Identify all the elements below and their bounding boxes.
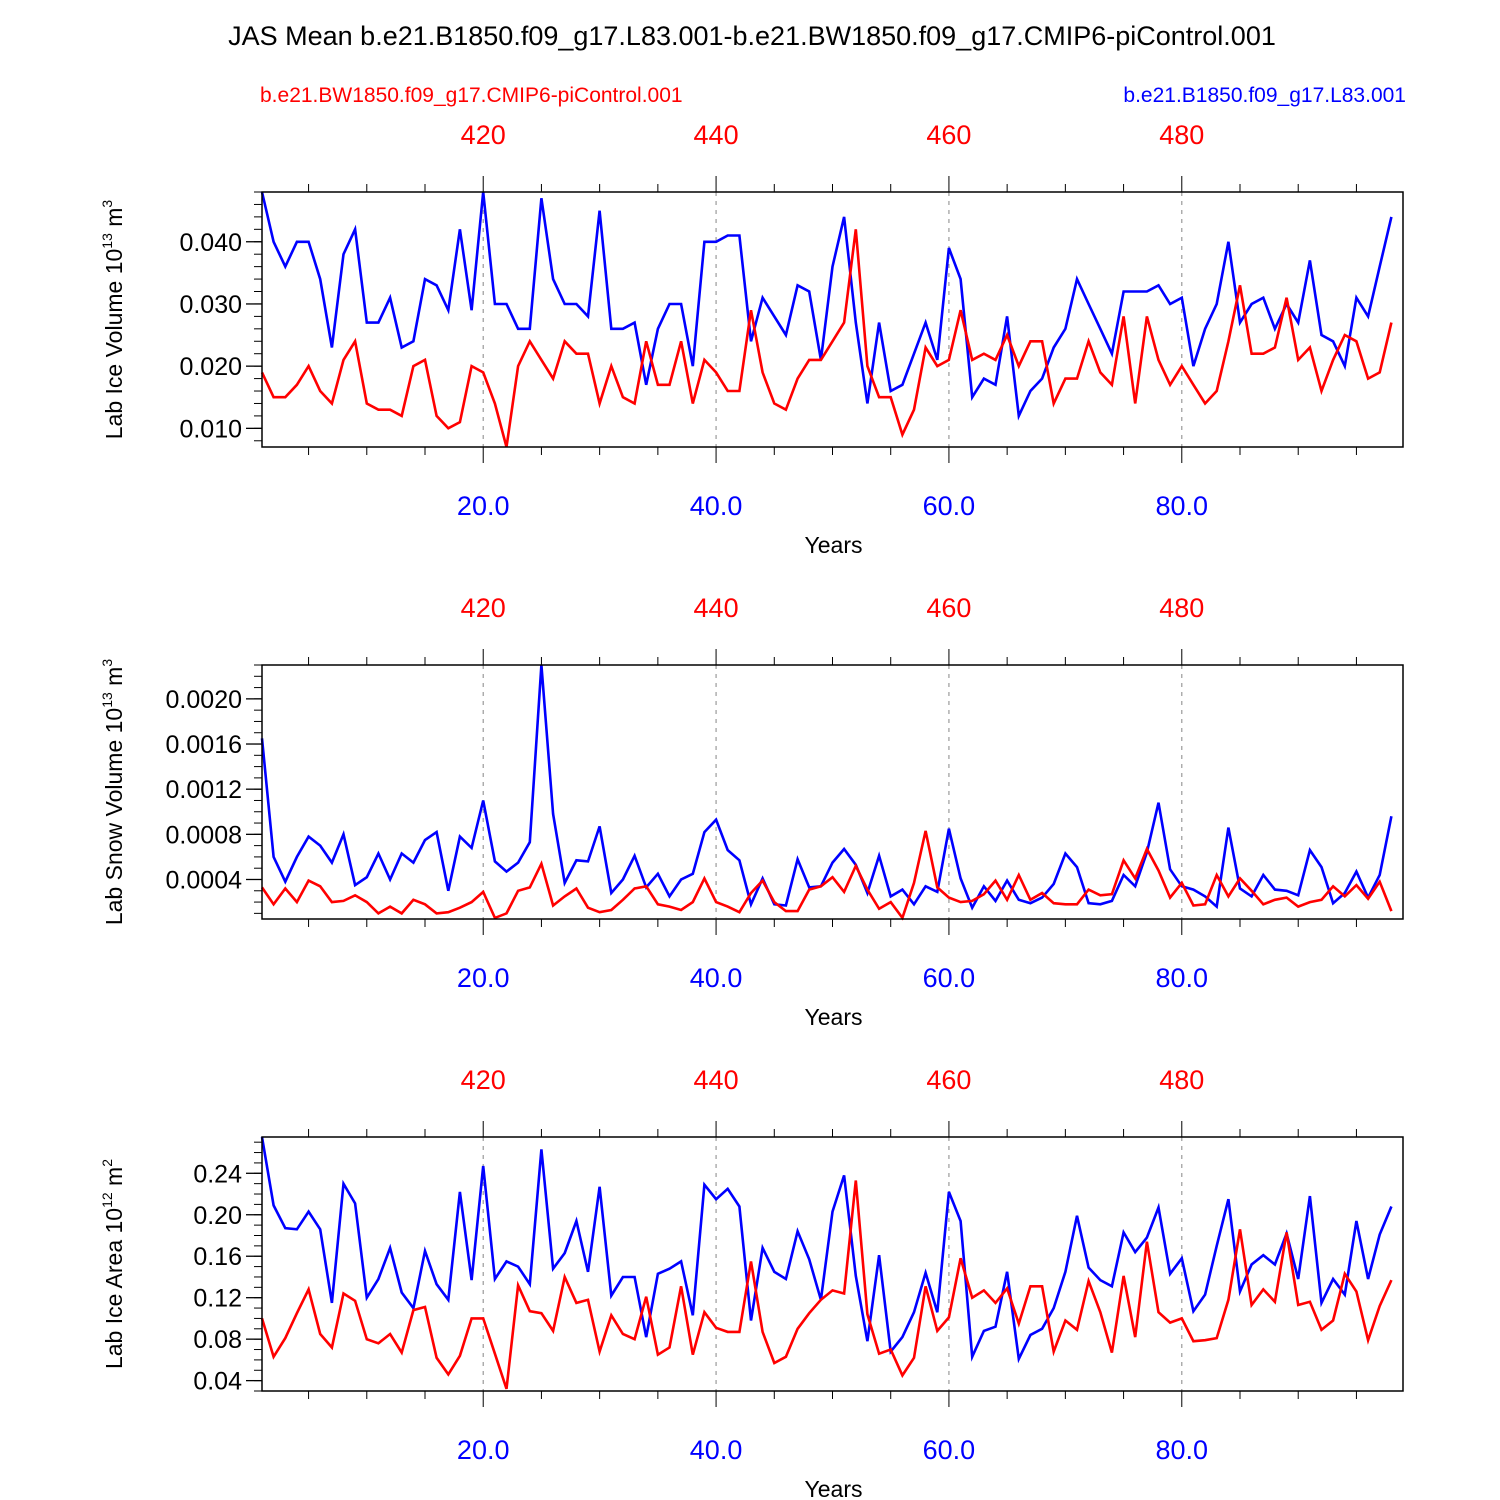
legend-left-label: b.e21.BW1850.f09_g17.CMIP6-piControl.001 [260,84,683,107]
x-bottom-tick-label: 40.0 [690,1435,743,1465]
x-bottom-tick-label: 80.0 [1156,963,1209,993]
y-tick-label: 0.040 [179,229,242,257]
y-axis-title: Lab Snow Volume 1013 m3 [99,659,127,926]
x-bottom-tick-label: 80.0 [1156,491,1209,521]
x-bottom-tick-label: 40.0 [690,491,743,521]
x-top-tick-label: 420 [461,1065,506,1095]
y-axis-title: Lab Ice Volume 1013 m3 [99,200,127,440]
x-axis-title: Years [805,1004,863,1030]
series-line-red [260,1180,1393,1390]
x-bottom-tick-label: 60.0 [923,491,976,521]
plot-frame [261,1136,1404,1392]
x-top-tick-label: 480 [1159,593,1204,623]
series-line-red [260,830,1393,921]
x-top-tick-label: 440 [694,1065,739,1095]
y-tick-label: 0.12 [193,1285,242,1313]
y-tick-label: 0.20 [193,1202,242,1230]
y-tick-label: 0.04 [193,1368,242,1396]
panel-ice-volume: 0.010 0.020 0.030 0.040 20.0 40.0 60.0 80.0 420 4… [99,120,1404,558]
x-bottom-tick-label: 20.0 [457,963,510,993]
y-tick-label: 0.020 [179,353,242,381]
y-tick-label: 0.08 [193,1326,242,1354]
x-bottom-tick-label: 40.0 [690,963,743,993]
panel-ice-area: 0.04 0.08 0.12 0.16 0.20 0.24 20.0 40.0 60.0 80.0… [99,1065,1404,1500]
x-top-tick-label: 480 [1159,120,1204,150]
y-tick-label: 0.0008 [166,821,242,849]
x-top-tick-label: 460 [926,1065,971,1095]
x-axis-title: Years [805,532,863,558]
x-axis-title: Years [805,1476,863,1500]
x-bottom-tick-label: 20.0 [457,1435,510,1465]
x-top-tick-label: 440 [694,120,739,150]
y-tick-label: 0.010 [179,415,242,443]
legend-right-label: b.e21.B1850.f09_g17.L83.001 [1123,84,1406,107]
figure-title: JAS Mean b.e21.B1850.f09_g17.L83.001-b.e… [228,21,1276,51]
y-tick-label: 0.0016 [166,731,242,759]
panel-snow-volume: 0.0004 0.0008 0.0012 0.0016 0.0020 20.0 40.0 60… [99,593,1404,1030]
y-tick-label: 0.24 [193,1160,242,1188]
series-line-blue [260,1136,1393,1364]
x-top-tick-label: 420 [461,593,506,623]
x-bottom-tick-label: 80.0 [1156,1435,1209,1465]
plot-frame [261,664,1404,920]
x-top-tick-label: 460 [926,593,971,623]
series-line-blue [260,664,1393,911]
y-tick-label: 0.0012 [166,776,242,804]
series-line-red [260,229,1393,448]
x-bottom-tick-label: 60.0 [923,963,976,993]
plot-frame [261,191,1404,448]
y-tick-label: 0.030 [179,291,242,319]
x-bottom-tick-label: 20.0 [457,491,510,521]
series-line-blue [260,191,1393,421]
y-tick-label: 0.16 [193,1243,242,1271]
x-top-tick-label: 420 [461,120,506,150]
x-top-tick-label: 440 [694,593,739,623]
y-axis-title: Lab Ice Area 1012 m2 [99,1159,127,1369]
y-tick-label: 0.0004 [166,866,243,894]
y-tick-label: 0.0020 [166,686,242,714]
x-bottom-tick-label: 60.0 [923,1435,976,1465]
x-top-tick-label: 480 [1159,1065,1204,1095]
x-top-tick-label: 460 [926,120,971,150]
